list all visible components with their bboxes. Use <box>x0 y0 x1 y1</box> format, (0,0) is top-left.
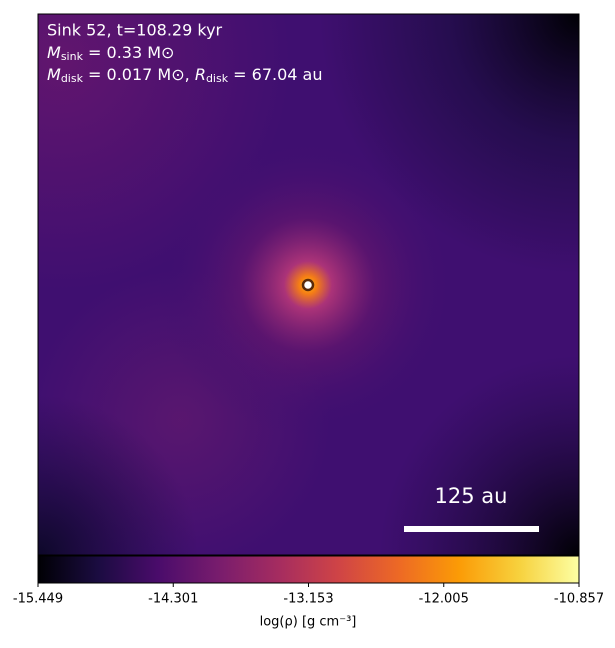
annotation-symbol: R <box>195 65 206 84</box>
x-tick-label: -14.301 <box>148 592 198 607</box>
annotation-symbol: M <box>47 43 61 62</box>
x-tick-label: -13.153 <box>283 592 333 607</box>
scale-bar <box>404 526 539 532</box>
annotation-symbol: M <box>47 65 61 84</box>
annotation-text: = 0.017 M⊙, <box>83 65 195 84</box>
annotation-text: = 0.33 M⊙ <box>83 43 175 62</box>
sink-marker <box>301 278 315 292</box>
annotation-text: = 67.04 au <box>228 65 322 84</box>
x-tick-label: -10.857 <box>554 592 604 607</box>
annotation-subscript: disk <box>61 72 84 85</box>
colorbar <box>37 555 580 584</box>
annotation: Msink = 0.33 M⊙ <box>47 43 174 64</box>
annotation: Sink 52, t=108.29 kyr <box>47 21 223 40</box>
colorbar-label: log(ρ) [g cm⁻³] <box>260 615 357 630</box>
x-tick-label: -15.449 <box>13 592 63 607</box>
scale-bar-label: 125 au <box>435 484 508 508</box>
annotation-subscript: sink <box>61 50 84 63</box>
annotation-subscript: disk <box>206 72 229 85</box>
x-tick-label: -12.005 <box>419 592 469 607</box>
annotation: Mdisk = 0.017 M⊙, Rdisk = 67.04 au <box>47 65 323 86</box>
plot-frame <box>37 13 580 556</box>
